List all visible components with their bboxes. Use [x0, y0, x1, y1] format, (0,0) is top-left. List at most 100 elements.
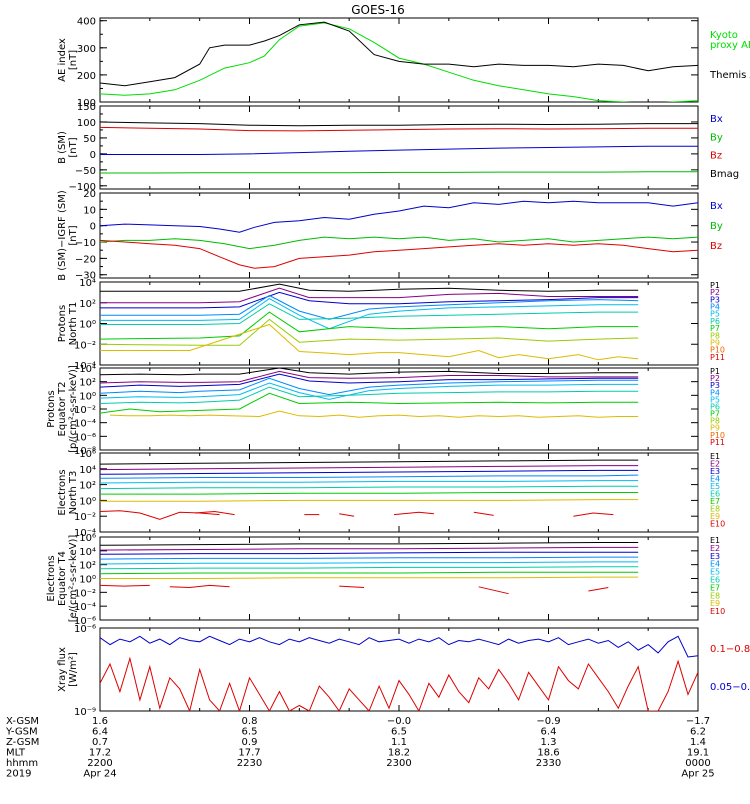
y-tick-label: 10⁴ [79, 278, 96, 289]
series-line-e1 [100, 459, 639, 465]
series-line-by [100, 126, 698, 132]
series-line-e3 [100, 469, 639, 475]
channel-label: E2 [710, 544, 720, 553]
right-label: Kyoto [710, 30, 738, 41]
segment-line [573, 512, 614, 517]
channel-label: E9 [710, 512, 720, 521]
y-tick-label: 10 [83, 205, 96, 216]
y-tick-label: 10⁻² [74, 340, 96, 351]
channel-label: P11 [710, 353, 725, 362]
channel-label: E7 [710, 497, 720, 506]
y-tick-label: 10⁻² [74, 588, 96, 599]
channel-label: P2 [710, 288, 720, 297]
channel-label: E10 [710, 520, 725, 529]
channel-label: E3 [710, 552, 720, 561]
y-tick-label: 10⁴ [79, 547, 96, 558]
channel-label: E8 [710, 505, 720, 514]
x-tick-value: 6.4 [541, 727, 557, 738]
plot-area [100, 459, 639, 520]
x-row-label: hhmm [6, 758, 38, 769]
y-tick-label: 150 [77, 102, 96, 113]
y-axis-label: Electrons [57, 469, 68, 515]
series-line-p5 [100, 298, 639, 330]
series-line-p2 [100, 287, 639, 304]
y-axis-label: Equator T4 [57, 551, 68, 606]
panel-xray-flux: 10⁻⁹ 10⁻⁶ Xray flux[W/m²] 0.1−0.8 nm 0.05−0.… [57, 624, 750, 718]
y-tick-label: 10⁻⁴ [74, 361, 96, 372]
y-axis-label: Protons [46, 390, 57, 427]
series-line-p8 [100, 318, 639, 346]
x-tick-value: 2300 [386, 758, 411, 769]
series-line-p1 [100, 283, 639, 292]
y-tick-label: 20 [83, 189, 96, 200]
channel-label: P10 [710, 346, 725, 355]
x-tick-value: 1.6 [92, 716, 108, 727]
y-axis-label: B (SM) [57, 131, 68, 164]
series-line-p2 [100, 370, 639, 384]
series-line-p1 [100, 368, 639, 376]
segment-line [478, 586, 509, 595]
x-tick-value: −0.0 [387, 716, 411, 727]
y-axis-label: [W/m²] [68, 652, 79, 687]
series-line-p6 [100, 303, 639, 325]
y-tick-label: 10⁰ [79, 496, 96, 507]
channel-label: P7 [710, 410, 720, 419]
channel-label: P11 [710, 438, 725, 447]
right-label: Bx [710, 114, 723, 125]
y-axis-label: Protons [57, 305, 68, 342]
x-tick-value: 0000 [685, 758, 710, 769]
x-tick-value: 2200 [87, 758, 112, 769]
series-line-themis-ae [100, 21, 698, 87]
y-tick-label: 10⁻⁴ [74, 602, 96, 613]
figure-title: GOES-16 [351, 3, 405, 17]
right-label: 0.05−0.4 nm [710, 682, 750, 693]
x-tick-value: 19.1 [687, 748, 709, 759]
right-label: proxy AE [710, 40, 750, 51]
x-tick-value: 6.5 [391, 727, 407, 738]
x-tick-value: 0.7 [92, 737, 108, 748]
panel-electrons-equator: 10⁻⁶ 10⁻⁴ 10⁻² 10⁰ 10² 10⁴ 10⁶ Electrons Equator… [46, 533, 725, 627]
y-tick-label: 10⁻⁴ [74, 528, 96, 539]
channel-label: E4 [710, 560, 720, 569]
panel-b-sm-igrf: −30 −20 −10 0 10 20 B (SM)−IGRF (SM) [nT] Bx By Bz [57, 189, 723, 282]
channel-label: P7 [710, 324, 720, 333]
right-label: By [710, 221, 723, 232]
segment-line [194, 510, 235, 516]
y-tick-label: 10² [79, 378, 96, 389]
series-line-e2 [100, 465, 639, 471]
x-tick-value: Apr 25 [681, 769, 714, 780]
series-line-p4 [100, 294, 639, 320]
right-label: By [710, 132, 723, 143]
y-tick-label: 10⁻² [74, 512, 96, 523]
x-row-label: MLT [6, 748, 26, 759]
plot-area [100, 542, 639, 595]
y-axis-label: [nT] [68, 50, 79, 70]
segment-line [588, 587, 609, 592]
plot-area [100, 200, 698, 269]
series-line-e7 [100, 571, 639, 575]
x-tick-value: 6.5 [242, 727, 258, 738]
x-row-label: Z-GSM [6, 737, 39, 748]
right-label: Bz [710, 151, 722, 162]
segment-line [100, 584, 150, 587]
panel-protons-north: 10⁻⁴ 10⁻² 10⁰ 10² 10⁴ Protons North T1 P1P2P3P4… [57, 278, 725, 372]
series-line-bz [100, 239, 698, 269]
channel-label: P3 [710, 381, 720, 390]
series-line-p3 [100, 291, 639, 309]
x-tick-value: 17.2 [89, 748, 111, 759]
series-line-bx [100, 200, 698, 233]
series-line-e4 [100, 556, 639, 560]
channel-label: E1 [710, 452, 720, 461]
channel-label: P6 [710, 402, 720, 411]
series-line-e4 [100, 474, 639, 479]
channel-label: P3 [710, 295, 720, 304]
channel-label: E2 [710, 460, 720, 469]
x-tick-value: 2330 [536, 758, 561, 769]
series-line-0-05-0-4-nm [100, 656, 698, 711]
x-tick-value: 1.1 [391, 737, 407, 748]
channel-label: E6 [710, 576, 720, 585]
channel-label: E5 [710, 568, 720, 577]
channel-label: P4 [710, 388, 720, 397]
y-axis-label: Equator T2 [57, 382, 68, 437]
y-tick-label: 50 [83, 134, 96, 145]
